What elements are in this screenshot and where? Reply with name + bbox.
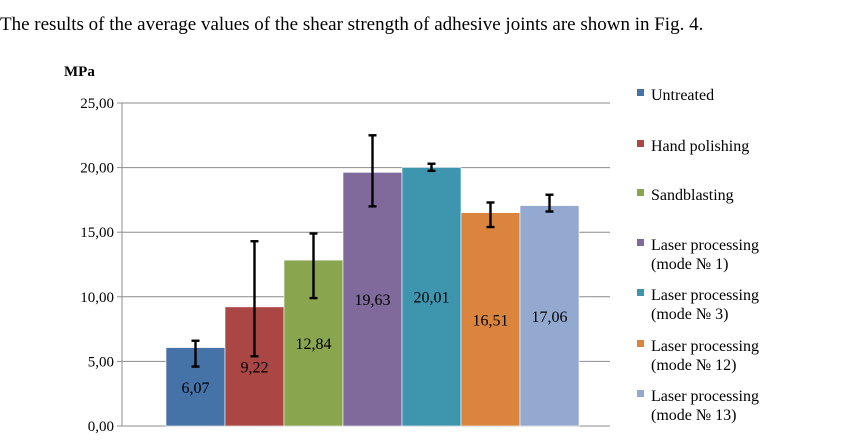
legend-swatch bbox=[637, 189, 644, 196]
y-axis-label: MPa bbox=[64, 64, 95, 80]
bar bbox=[519, 205, 580, 427]
bar-data-label: 9,22 bbox=[241, 359, 269, 376]
bar bbox=[401, 167, 462, 427]
legend-label: Laser processing bbox=[651, 287, 759, 304]
legend-label: (mode № 1) bbox=[651, 256, 728, 273]
legend-swatch bbox=[637, 390, 644, 397]
y-tick-label: 15,00 bbox=[80, 225, 114, 241]
bar-data-label: 6,07 bbox=[182, 380, 210, 397]
page-caption: The results of the average values of the… bbox=[0, 14, 704, 35]
legend-label: (mode № 13) bbox=[651, 407, 736, 424]
bar-data-label: 17,06 bbox=[532, 309, 568, 326]
y-tick-label: 5,00 bbox=[88, 354, 114, 370]
legend-label: Laser processing bbox=[651, 338, 759, 355]
bar-data-label: 12,84 bbox=[296, 336, 332, 353]
y-tick-label: 0,00 bbox=[88, 419, 114, 435]
legend-label: Hand polishing bbox=[651, 138, 749, 155]
y-tick-label: 10,00 bbox=[80, 290, 114, 306]
legend-label: Laser processing bbox=[651, 388, 759, 405]
bar-data-label: 20,01 bbox=[414, 290, 450, 307]
legend-swatch bbox=[637, 289, 644, 296]
bar-data-label: 19,63 bbox=[355, 292, 391, 309]
y-tick-label: 25,00 bbox=[80, 96, 114, 112]
legend-label: (mode № 3) bbox=[651, 306, 728, 323]
bar-data-label: 16,51 bbox=[473, 312, 509, 329]
bar bbox=[342, 172, 403, 427]
bar bbox=[460, 212, 521, 427]
y-tick-label: 20,00 bbox=[80, 161, 114, 177]
legend-label: (mode № 12) bbox=[651, 357, 736, 374]
legend-label: Untreated bbox=[651, 87, 714, 104]
legend-label: Sandblasting bbox=[651, 187, 734, 204]
legend-swatch bbox=[637, 140, 644, 147]
legend-swatch bbox=[637, 239, 644, 246]
legend-label: Laser processing bbox=[651, 237, 759, 254]
legend-swatch bbox=[637, 89, 644, 96]
legend-swatch bbox=[637, 340, 644, 347]
